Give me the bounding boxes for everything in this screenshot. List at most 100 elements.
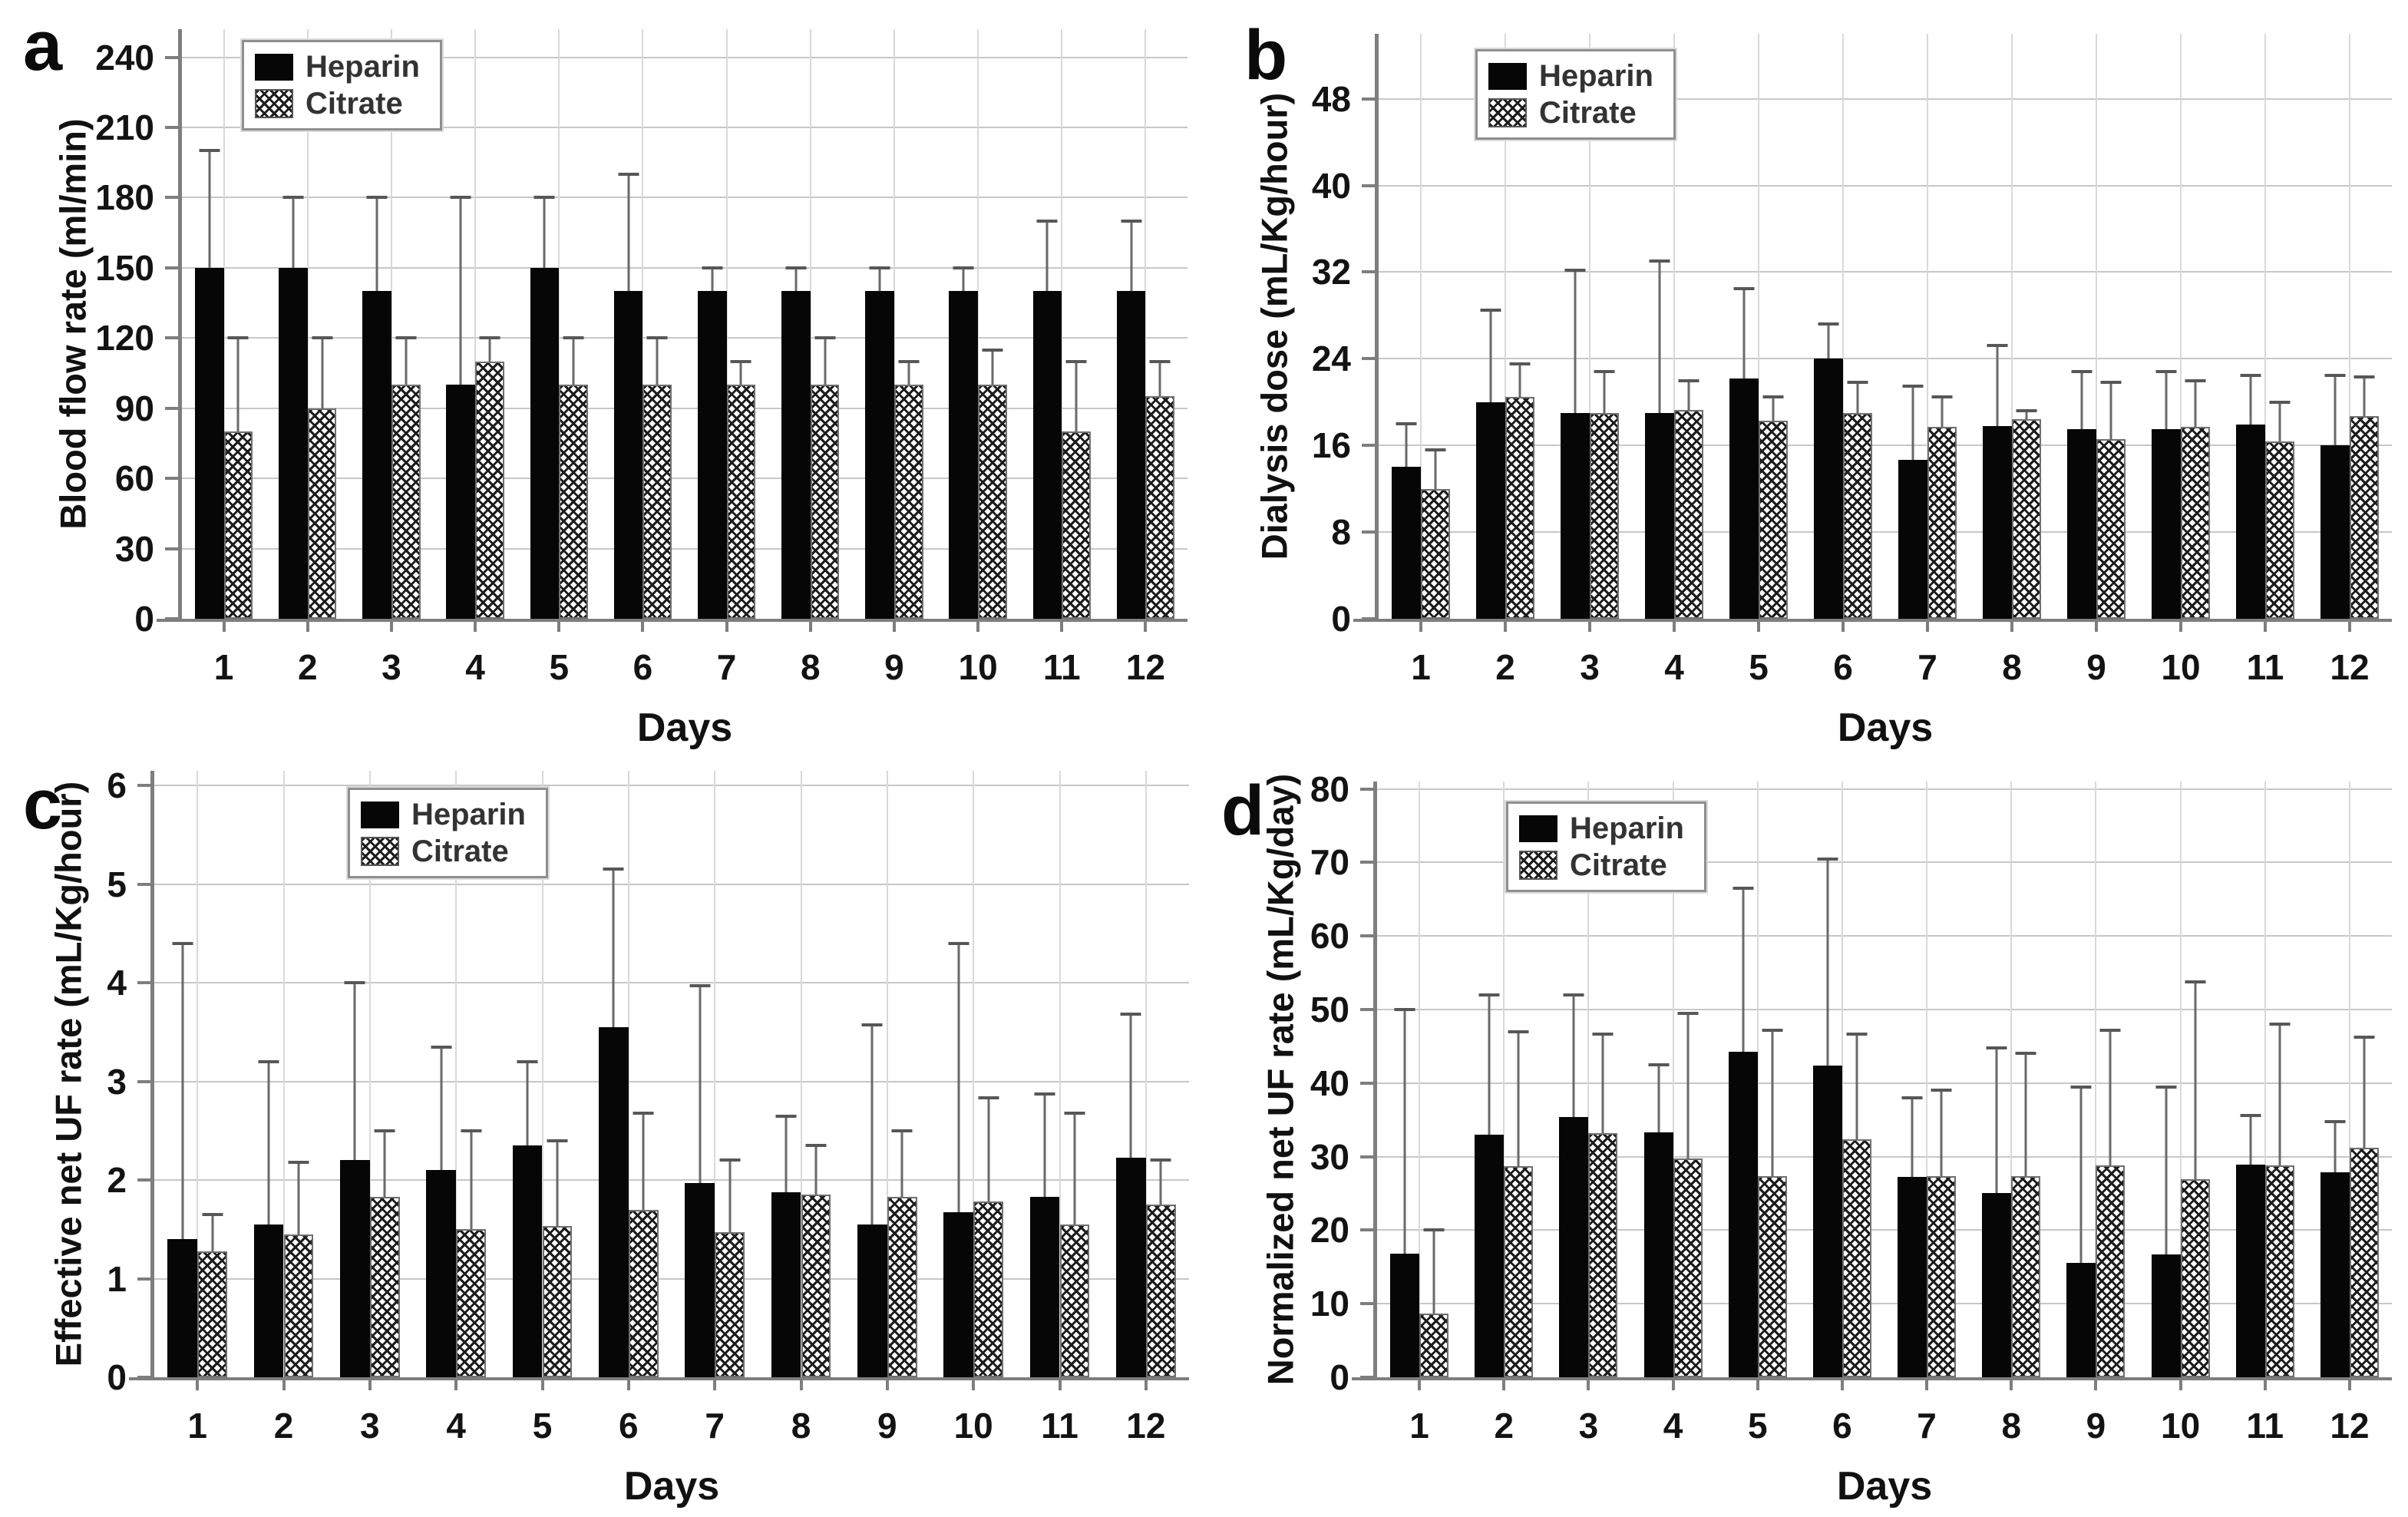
citrate-bar-day-4 [456, 1229, 486, 1377]
x-axis-tick [1673, 619, 1676, 632]
vertical-gridline [886, 771, 888, 1377]
vertical-gridline [1145, 29, 1147, 619]
heparin-error-cap-day-1 [199, 149, 220, 153]
y-axis-tick [165, 617, 178, 620]
citrate-bar-day-1 [223, 431, 253, 619]
citrate-error-whisker-day-4 [488, 338, 491, 362]
vertical-gridline [223, 29, 225, 619]
heparin-error-whisker-day-10 [962, 267, 965, 292]
y-axis-tick [137, 882, 150, 886]
heparin-error-whisker-day-11 [2249, 1115, 2252, 1165]
horizontal-gridline [1377, 1009, 2392, 1010]
heparin-bar-day-5 [512, 1145, 543, 1377]
x-axis-tick [454, 1377, 458, 1390]
heparin-bar-day-9 [857, 1224, 887, 1377]
vertical-gridline [1673, 34, 1675, 619]
heparin-error-whisker-day-10 [2165, 1086, 2168, 1255]
citrate-bar-day-12 [1145, 396, 1175, 619]
heparin-bar-day-6 [1814, 359, 1843, 619]
citrate-error-whisker-day-5 [556, 1140, 559, 1227]
legend-d: Heparin Citrate [1505, 800, 1708, 894]
heparin-error-cap-day-7 [1902, 384, 1924, 388]
citrate-error-whisker-day-2 [1517, 1031, 1520, 1167]
heparin-error-whisker-day-6 [1826, 858, 1829, 1066]
citrate-error-whisker-day-7 [1940, 1090, 1943, 1176]
y-tick-label: 40 [1311, 165, 1351, 206]
citrate-error-whisker-day-3 [405, 338, 408, 385]
vertical-gridline [1587, 782, 1590, 1377]
citrate-error-whisker-day-10 [2194, 380, 2197, 428]
vertical-gridline [306, 29, 309, 619]
x-tick-label: 11 [1042, 647, 1081, 687]
vertical-gridline [2349, 34, 2350, 619]
citrate-error-whisker-day-5 [1772, 396, 1775, 421]
heparin-error-cap-day-9 [2071, 370, 2093, 374]
heparin-error-cap-day-7 [1901, 1096, 1923, 1099]
citrate-bar-day-3 [391, 385, 421, 619]
x-axis-tick [892, 619, 896, 632]
x-tick-label: 3 [1578, 1406, 1599, 1446]
citrate-error-whisker-day-10 [991, 349, 994, 385]
citrate-error-cap-day-9 [898, 359, 920, 363]
heparin-bar-day-10 [943, 1212, 974, 1377]
citrate-error-whisker-day-1 [1432, 1230, 1435, 1314]
heparin-bar-day-4 [1645, 412, 1674, 619]
legend-item-heparin: Heparin [1519, 813, 1684, 844]
citrate-bar-day-5 [559, 385, 588, 619]
citrate-error-whisker-day-4 [1686, 1013, 1690, 1158]
heparin-error-cap-day-10 [953, 266, 974, 269]
vertical-gridline [1841, 782, 1843, 1377]
panel-d: d Normalized net UF rate (mL/Kg/day) Day… [1204, 758, 2408, 1517]
heparin-error-whisker-day-1 [208, 150, 211, 268]
heparin-bar-day-9 [2066, 1262, 2096, 1377]
vertical-gridline [893, 29, 895, 619]
y-tick-label: 2 [107, 1160, 127, 1201]
citrate-error-whisker-day-4 [470, 1130, 473, 1230]
y-axis-tick [1360, 1008, 1373, 1011]
y-axis-tick [1360, 1081, 1373, 1085]
citrate-bar-day-8 [810, 385, 840, 619]
citrate-error-cap-day-8 [2015, 1052, 2036, 1056]
y-axis-tick [137, 1079, 150, 1083]
x-axis-tick [2263, 1377, 2267, 1390]
vertical-gridline [455, 771, 457, 1377]
heparin-bar-day-12 [1116, 291, 1146, 619]
heparin-bar-day-1 [194, 267, 224, 619]
citrate-bar-day-12 [2349, 1148, 2379, 1377]
heparin-error-cap-day-12 [1120, 1013, 1141, 1016]
citrate-bar-day-4 [1674, 409, 1703, 619]
heparin-error-whisker-day-12 [1129, 1014, 1132, 1158]
heparin-error-whisker-day-9 [2080, 372, 2083, 430]
citrate-bar-day-1 [1421, 488, 1450, 619]
y-tick-label: 5 [107, 864, 127, 904]
citrate-error-cap-day-9 [2099, 1028, 2121, 1032]
x-axis-tick [972, 1377, 976, 1390]
heparin-error-whisker-day-4 [440, 1046, 443, 1171]
x-axis-tick [1504, 619, 1507, 632]
horizontal-gridline [182, 197, 1187, 199]
y-tick-label: 0 [1331, 599, 1351, 639]
heparin-bar-day-12 [2320, 1172, 2350, 1377]
y-tick-label: 20 [1310, 1210, 1349, 1251]
citrate-bar-day-6 [1843, 412, 1872, 619]
heparin-error-cap-day-7 [689, 984, 711, 988]
y-axis-tick [1362, 270, 1375, 274]
x-tick-label: 1 [1409, 1406, 1429, 1446]
heparin-error-whisker-day-7 [711, 267, 714, 292]
citrate-bar-day-8 [2011, 1176, 2041, 1377]
citrate-error-cap-day-2 [1508, 1030, 1529, 1033]
heparin-error-cap-day-11 [2240, 1113, 2261, 1117]
x-axis-tick [196, 1377, 200, 1390]
y-axis-tick [1362, 97, 1375, 101]
vertical-gridline [197, 771, 199, 1377]
x-tick-label: 2 [273, 1406, 294, 1446]
citrate-bar-day-7 [1927, 427, 1957, 619]
horizontal-gridline [1377, 1229, 2392, 1231]
heparin-error-cap-day-12 [1121, 219, 1142, 223]
x-axis-tick [1756, 1377, 1759, 1390]
x-axis-tick [1757, 619, 1760, 632]
x-axis-tick [799, 1377, 803, 1390]
heparin-bar-day-7 [697, 291, 727, 619]
x-axis-tick [641, 619, 645, 632]
